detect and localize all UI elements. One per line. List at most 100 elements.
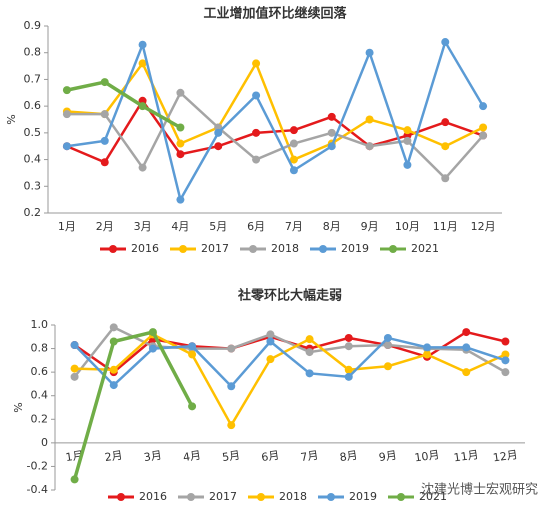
x-tick-label: 12月 bbox=[471, 220, 496, 233]
data-point bbox=[176, 88, 185, 97]
series-line bbox=[66, 80, 182, 130]
data-point bbox=[365, 115, 374, 124]
x-tick-label: 6月 bbox=[261, 449, 281, 464]
data-point bbox=[501, 350, 510, 359]
y-tick-label: 0.3 bbox=[24, 179, 42, 192]
x-tick-label: 11月 bbox=[453, 448, 480, 464]
data-point bbox=[62, 142, 71, 151]
legend-label: 2018 bbox=[271, 242, 299, 255]
y-tick-label: 0.2 bbox=[24, 206, 42, 219]
legend-label: 2017 bbox=[209, 490, 237, 503]
y-tick-label: 0.9 bbox=[24, 19, 42, 32]
legend-label: 2021 bbox=[411, 242, 439, 255]
data-point bbox=[62, 86, 71, 95]
y-tick-label: -0.2 bbox=[27, 459, 48, 472]
data-point bbox=[148, 344, 157, 353]
watermark: 沈建光博士宏观研究 bbox=[421, 483, 538, 498]
data-point bbox=[383, 333, 392, 342]
data-point bbox=[403, 126, 412, 135]
legend-dot bbox=[257, 493, 265, 501]
legend-dot bbox=[327, 493, 335, 501]
data-point bbox=[365, 48, 374, 57]
data-point bbox=[479, 123, 488, 132]
legend-dot bbox=[249, 245, 257, 253]
data-point bbox=[227, 382, 236, 391]
x-tick-label: 7月 bbox=[285, 220, 303, 233]
data-point bbox=[176, 139, 185, 148]
data-point bbox=[62, 110, 71, 119]
data-point bbox=[227, 421, 236, 430]
x-tick-label: 9月 bbox=[378, 449, 398, 464]
data-point bbox=[252, 155, 261, 164]
data-point bbox=[289, 126, 298, 135]
data-point bbox=[109, 381, 118, 390]
chart-title: 社零环比大幅走弱 bbox=[237, 288, 342, 304]
data-point bbox=[100, 110, 109, 119]
data-point bbox=[214, 142, 223, 151]
series-line bbox=[73, 330, 506, 374]
data-point bbox=[176, 150, 185, 159]
data-point bbox=[501, 368, 510, 377]
x-tick-label: 3月 bbox=[134, 220, 152, 233]
data-point bbox=[138, 40, 147, 49]
data-point bbox=[344, 365, 353, 374]
series-line bbox=[73, 336, 506, 389]
data-point bbox=[462, 328, 471, 337]
x-tick-label: 11月 bbox=[433, 220, 458, 233]
data-point bbox=[109, 337, 118, 346]
data-point bbox=[501, 337, 510, 346]
legend-dot bbox=[397, 493, 405, 501]
data-point bbox=[344, 372, 353, 381]
series-line bbox=[73, 325, 507, 378]
data-point bbox=[305, 369, 314, 378]
x-tick-label: 12月 bbox=[492, 448, 519, 464]
series-line bbox=[66, 60, 484, 162]
legend-dot bbox=[187, 493, 195, 501]
data-point bbox=[403, 160, 412, 169]
data-point bbox=[441, 118, 450, 127]
y-tick-label: 0.4 bbox=[31, 389, 49, 402]
legend-dot bbox=[109, 245, 117, 253]
x-tick-label: 5月 bbox=[209, 220, 227, 233]
data-point bbox=[138, 59, 147, 68]
chart-title: 工业增加值环比继续回落 bbox=[203, 6, 347, 22]
legend-label: 2021 bbox=[419, 490, 447, 503]
data-point bbox=[214, 128, 223, 137]
y-tick-label: 0.6 bbox=[24, 99, 42, 112]
y-tick-label: 0.8 bbox=[24, 46, 42, 59]
data-point bbox=[383, 341, 392, 350]
data-point bbox=[148, 328, 157, 337]
data-point bbox=[70, 475, 79, 484]
x-tick-label: 4月 bbox=[182, 449, 202, 464]
y-tick-label: 0.5 bbox=[24, 126, 42, 139]
data-point bbox=[188, 402, 197, 411]
y-tick-label: 0.7 bbox=[24, 72, 42, 85]
data-point bbox=[289, 166, 298, 175]
x-tick-label: 7月 bbox=[300, 449, 320, 464]
x-tick-label: 5月 bbox=[221, 449, 241, 464]
data-point bbox=[441, 174, 450, 183]
x-tick-label: 4月 bbox=[171, 220, 189, 233]
data-point bbox=[423, 343, 432, 352]
data-point bbox=[70, 341, 79, 350]
y-tick-label: -0.4 bbox=[27, 483, 48, 496]
x-tick-label: 6月 bbox=[247, 220, 265, 233]
data-point bbox=[109, 365, 118, 374]
legend-label: 2019 bbox=[341, 242, 369, 255]
data-point bbox=[383, 362, 392, 371]
data-point bbox=[252, 59, 261, 68]
x-tick-label: 3月 bbox=[143, 449, 163, 464]
data-point bbox=[423, 350, 432, 359]
y-tick-label: 0.2 bbox=[31, 412, 49, 425]
legend-label: 2017 bbox=[201, 242, 229, 255]
y-axis-label: % bbox=[12, 402, 25, 412]
data-point bbox=[344, 333, 353, 342]
legend-label: 2018 bbox=[279, 490, 307, 503]
x-tick-label: 8月 bbox=[323, 220, 341, 233]
x-tick-label: 2月 bbox=[104, 449, 124, 464]
data-point bbox=[289, 139, 298, 148]
data-point bbox=[462, 368, 471, 377]
data-point bbox=[479, 131, 488, 140]
series-line bbox=[74, 332, 506, 428]
